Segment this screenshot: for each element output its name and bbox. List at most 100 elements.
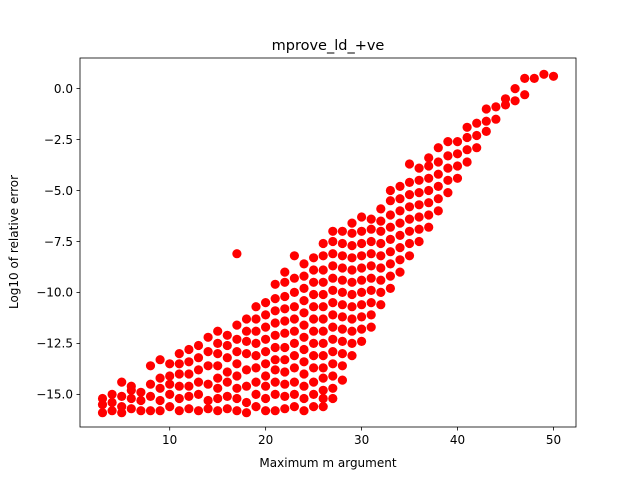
data-point: [251, 338, 261, 348]
x-axis-label: Maximum m argument: [259, 456, 396, 470]
data-point: [270, 330, 280, 340]
data-point: [318, 385, 328, 395]
data-point: [107, 406, 117, 416]
data-point: [404, 238, 415, 249]
data-point: [443, 137, 453, 147]
data-point: [241, 397, 252, 408]
data-point: [251, 389, 261, 399]
data-point: [404, 177, 415, 187]
data-point: [289, 273, 299, 283]
data-point: [347, 326, 357, 336]
data-point: [347, 253, 357, 263]
data-point: [318, 277, 328, 287]
data-point: [155, 373, 165, 383]
data-point: [299, 381, 309, 391]
data-point: [155, 406, 165, 416]
y-tick-label: −7.5: [44, 235, 73, 249]
data-point: [376, 300, 386, 310]
data-point: [213, 383, 223, 393]
data-point: [174, 349, 184, 359]
data-point: [376, 263, 386, 273]
data-point: [232, 359, 242, 369]
data-point: [232, 393, 242, 404]
data-point: [193, 353, 204, 363]
data-point: [318, 314, 328, 324]
data-point: [443, 163, 453, 173]
data-point: [270, 294, 280, 304]
data-point: [414, 200, 424, 210]
data-point: [347, 277, 357, 287]
data-point: [289, 338, 299, 348]
data-point: [213, 406, 223, 416]
data-point: [472, 130, 482, 141]
data-point: [424, 210, 434, 220]
data-point: [404, 226, 415, 236]
data-point: [337, 287, 347, 297]
data-point: [347, 289, 357, 300]
data-point: [155, 383, 165, 393]
data-point: [337, 361, 347, 371]
data-point: [165, 371, 175, 381]
data-point: [222, 391, 232, 401]
data-point: [309, 351, 319, 361]
data-point: [414, 224, 424, 234]
data-point: [357, 275, 367, 285]
data-point: [328, 298, 338, 308]
data-point: [280, 304, 290, 314]
data-point: [318, 265, 328, 275]
data-point: [347, 241, 357, 251]
data-point: [261, 334, 271, 344]
data-point: [270, 318, 280, 328]
data-point: [510, 96, 520, 106]
x-tick-label: 40: [450, 433, 465, 447]
data-point: [184, 404, 194, 414]
data-point: [347, 314, 357, 324]
data-point: [184, 357, 194, 367]
data-point: [241, 336, 252, 346]
data-point: [174, 381, 184, 391]
data-point: [232, 371, 242, 381]
y-tick-label: −2.5: [44, 133, 73, 147]
data-point: [376, 216, 386, 226]
data-point: [261, 381, 271, 391]
data-point: [299, 344, 309, 355]
x-tick-label: 10: [162, 433, 177, 447]
data-point: [385, 247, 395, 257]
data-point: [366, 298, 376, 308]
data-point: [251, 402, 261, 412]
data-point: [270, 355, 280, 365]
data-point: [270, 342, 280, 353]
data-point: [347, 338, 357, 348]
chart-title: mprove_ld_+ve: [272, 38, 385, 54]
data-point: [433, 143, 443, 153]
data-point: [347, 265, 357, 275]
data-point: [462, 157, 472, 167]
data-point: [309, 289, 319, 300]
data-point: [213, 361, 223, 371]
data-point: [385, 196, 395, 206]
data-point: [213, 338, 223, 348]
data-point: [203, 404, 213, 414]
data-point: [328, 249, 338, 259]
data-point: [270, 377, 280, 387]
data-point: [193, 389, 204, 399]
data-point: [309, 314, 319, 324]
data-point: [328, 347, 338, 357]
data-point: [261, 322, 271, 332]
data-point: [347, 351, 357, 361]
data-point: [424, 185, 434, 196]
data-point: [280, 404, 290, 414]
data-point: [280, 367, 290, 377]
y-axis-ticks: 0.0 −2.5 −5.0 −7.5 −10.0 −12.5 −15.0: [36, 82, 80, 402]
data-point: [328, 359, 338, 369]
data-point: [280, 391, 290, 401]
data-point: [424, 161, 434, 171]
data-point: [376, 226, 386, 236]
data-point: [328, 285, 338, 295]
data-point: [309, 265, 319, 275]
data-point: [433, 194, 443, 204]
data-point: [203, 347, 213, 357]
data-point: [97, 393, 108, 404]
data-point: [117, 377, 127, 387]
data-point: [318, 351, 328, 361]
